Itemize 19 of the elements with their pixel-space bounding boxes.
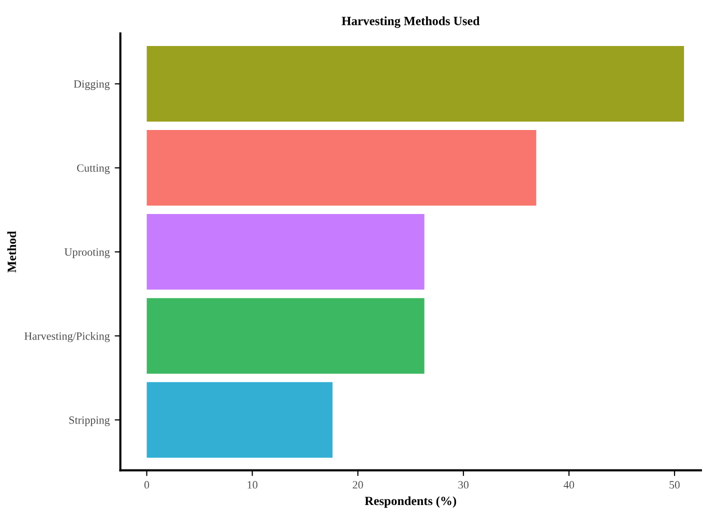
y-axis-title: Method bbox=[7, 231, 16, 272]
bar bbox=[146, 46, 684, 122]
bar bbox=[146, 298, 424, 374]
x-tick-label: 50 bbox=[670, 481, 680, 489]
x-tick-label: 0 bbox=[144, 481, 150, 489]
bar bbox=[146, 130, 536, 206]
y-tick-label: Stripping bbox=[69, 416, 110, 426]
y-tick-label: Digging bbox=[74, 80, 110, 90]
y-tick-label: Cutting bbox=[77, 164, 110, 174]
bar bbox=[146, 382, 333, 458]
chart-title: Harvesting Methods Used bbox=[342, 16, 480, 28]
y-tick-label: Uprooting bbox=[64, 248, 110, 258]
x-tick-label: 30 bbox=[458, 481, 469, 489]
x-axis-title: Respondents (%) bbox=[364, 496, 456, 508]
x-tick-label: 20 bbox=[352, 481, 363, 489]
x-tick-label: 10 bbox=[248, 481, 258, 489]
y-tick-label: Harvesting/Picking bbox=[24, 332, 110, 342]
bar bbox=[146, 214, 424, 290]
x-tick-label: 40 bbox=[564, 481, 574, 489]
